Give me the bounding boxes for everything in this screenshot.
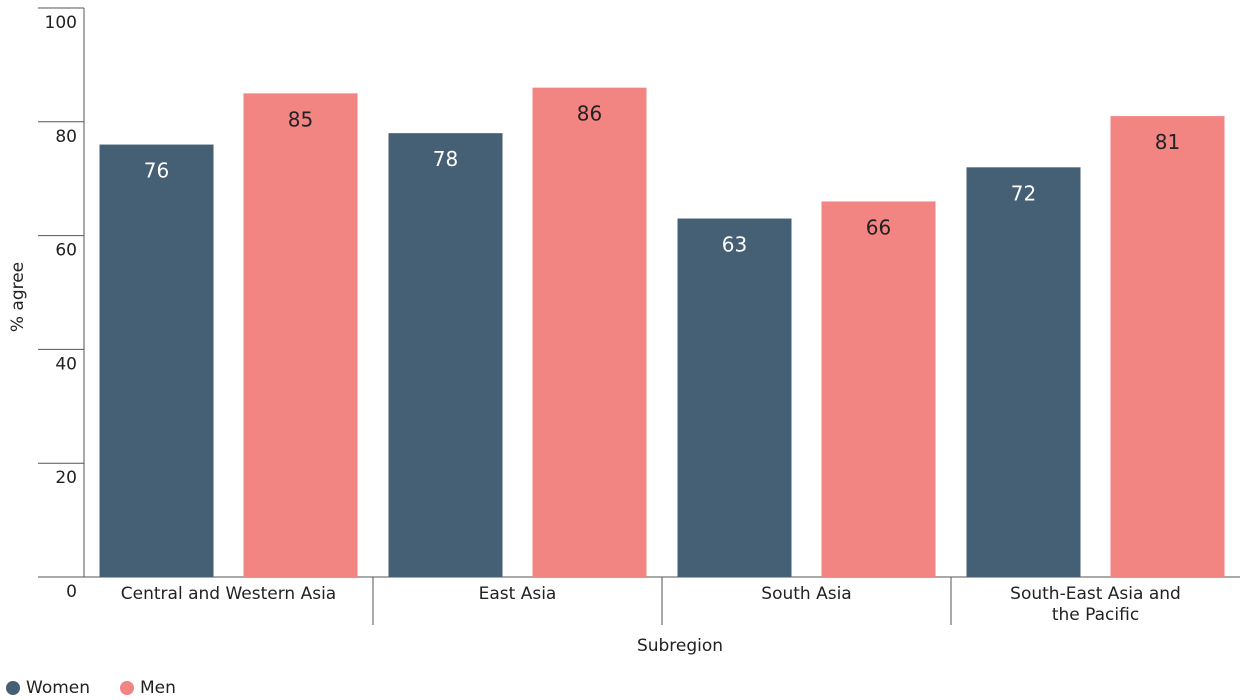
bar-women xyxy=(966,167,1081,577)
y-tick-label: 20 xyxy=(55,468,77,488)
x-axis-title: Subregion xyxy=(637,636,723,656)
legend-item-men: Men xyxy=(120,678,176,698)
bar-value-label: 81 xyxy=(1155,130,1180,154)
legend: Women Men xyxy=(6,678,176,698)
bar-women xyxy=(677,218,792,577)
y-axis-title: % agree xyxy=(8,262,28,332)
y-tick-label: 100 xyxy=(45,13,77,33)
bar-value-label: 63 xyxy=(722,233,747,257)
legend-label-women: Women xyxy=(26,678,91,698)
bar-men xyxy=(821,201,936,577)
y-tick-label: 80 xyxy=(55,127,77,147)
legend-swatch-women xyxy=(6,681,20,695)
bar-value-label: 85 xyxy=(288,107,313,131)
bar-women xyxy=(388,133,503,577)
legend-swatch-men xyxy=(120,681,135,695)
bar-value-label: 76 xyxy=(144,159,169,183)
x-category-label: Central and Western Asia xyxy=(121,584,336,604)
y-tick-label: 40 xyxy=(55,354,77,374)
x-category-label: the Pacific xyxy=(1052,605,1139,625)
y-tick-label: 0 xyxy=(66,582,77,602)
bar-value-label: 66 xyxy=(866,215,891,239)
bar-value-label: 72 xyxy=(1011,181,1036,205)
x-category-label: East Asia xyxy=(479,584,557,604)
bar-men xyxy=(1110,116,1225,578)
bar-women xyxy=(99,144,214,577)
bar-men xyxy=(243,93,358,577)
x-category-label: South-East Asia and xyxy=(1010,584,1181,604)
bar-value-label: 86 xyxy=(577,102,602,126)
legend-item-women: Women xyxy=(6,678,90,698)
bar-men xyxy=(532,87,647,577)
bar-value-label: 78 xyxy=(433,147,458,171)
x-category-label: South Asia xyxy=(761,584,851,604)
y-tick-label: 60 xyxy=(55,241,77,261)
legend-label-men: Men xyxy=(140,678,176,698)
